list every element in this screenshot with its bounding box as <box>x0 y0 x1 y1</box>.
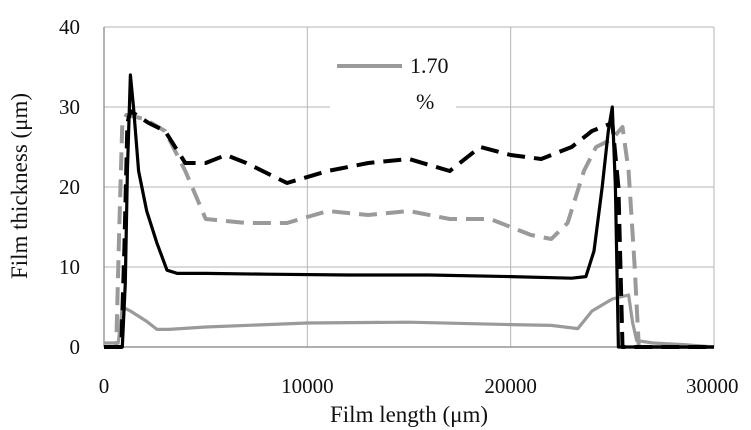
y-tick-label: 30 <box>59 95 80 119</box>
x-axis-label: Film length (μm) <box>330 402 488 427</box>
series-line-dashed-black <box>104 109 714 349</box>
y-axis-label: Film thickness (μm) <box>7 93 32 279</box>
legend-label-line1: 1.70 <box>410 53 449 78</box>
legend: 1.70 % <box>330 50 456 116</box>
x-tick-label: 0 <box>99 374 110 398</box>
series-line-solid-black <box>104 73 714 349</box>
x-tick-label: 20000 <box>484 374 537 398</box>
legend-label-line2: % <box>416 89 434 114</box>
y-tick-label: 0 <box>70 335 81 359</box>
data-series <box>104 73 715 349</box>
tick-labels: 0 10 20 30 40 0 10000 20000 30000 <box>59 15 739 398</box>
x-tick-label: 10000 <box>281 374 334 398</box>
y-tick-label: 40 <box>59 15 80 39</box>
series-line-dashed-gray <box>104 113 714 349</box>
y-tick-label: 10 <box>59 255 80 279</box>
y-tick-label: 20 <box>59 175 80 199</box>
series-line-solid-gray <box>104 293 715 349</box>
axes <box>103 27 714 348</box>
x-tick-label: 30000 <box>686 374 739 398</box>
legend-background <box>330 50 456 116</box>
